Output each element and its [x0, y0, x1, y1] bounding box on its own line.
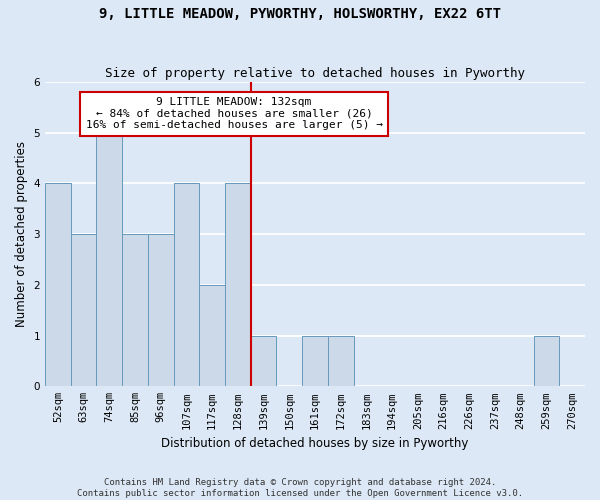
Y-axis label: Number of detached properties: Number of detached properties: [15, 141, 28, 327]
X-axis label: Distribution of detached houses by size in Pyworthy: Distribution of detached houses by size …: [161, 437, 469, 450]
Bar: [97, 133, 122, 386]
Bar: [251, 336, 277, 386]
Bar: [199, 285, 225, 386]
Title: Size of property relative to detached houses in Pyworthy: Size of property relative to detached ho…: [105, 66, 525, 80]
Bar: [71, 234, 97, 386]
Bar: [45, 184, 71, 386]
Bar: [533, 336, 559, 386]
Bar: [148, 234, 173, 386]
Text: 9 LITTLE MEADOW: 132sqm
← 84% of detached houses are smaller (26)
16% of semi-de: 9 LITTLE MEADOW: 132sqm ← 84% of detache…: [86, 98, 383, 130]
Text: Contains HM Land Registry data © Crown copyright and database right 2024.
Contai: Contains HM Land Registry data © Crown c…: [77, 478, 523, 498]
Text: 9, LITTLE MEADOW, PYWORTHY, HOLSWORTHY, EX22 6TT: 9, LITTLE MEADOW, PYWORTHY, HOLSWORTHY, …: [99, 8, 501, 22]
Bar: [328, 336, 353, 386]
Bar: [122, 234, 148, 386]
Bar: [302, 336, 328, 386]
Bar: [173, 184, 199, 386]
Bar: [225, 184, 251, 386]
